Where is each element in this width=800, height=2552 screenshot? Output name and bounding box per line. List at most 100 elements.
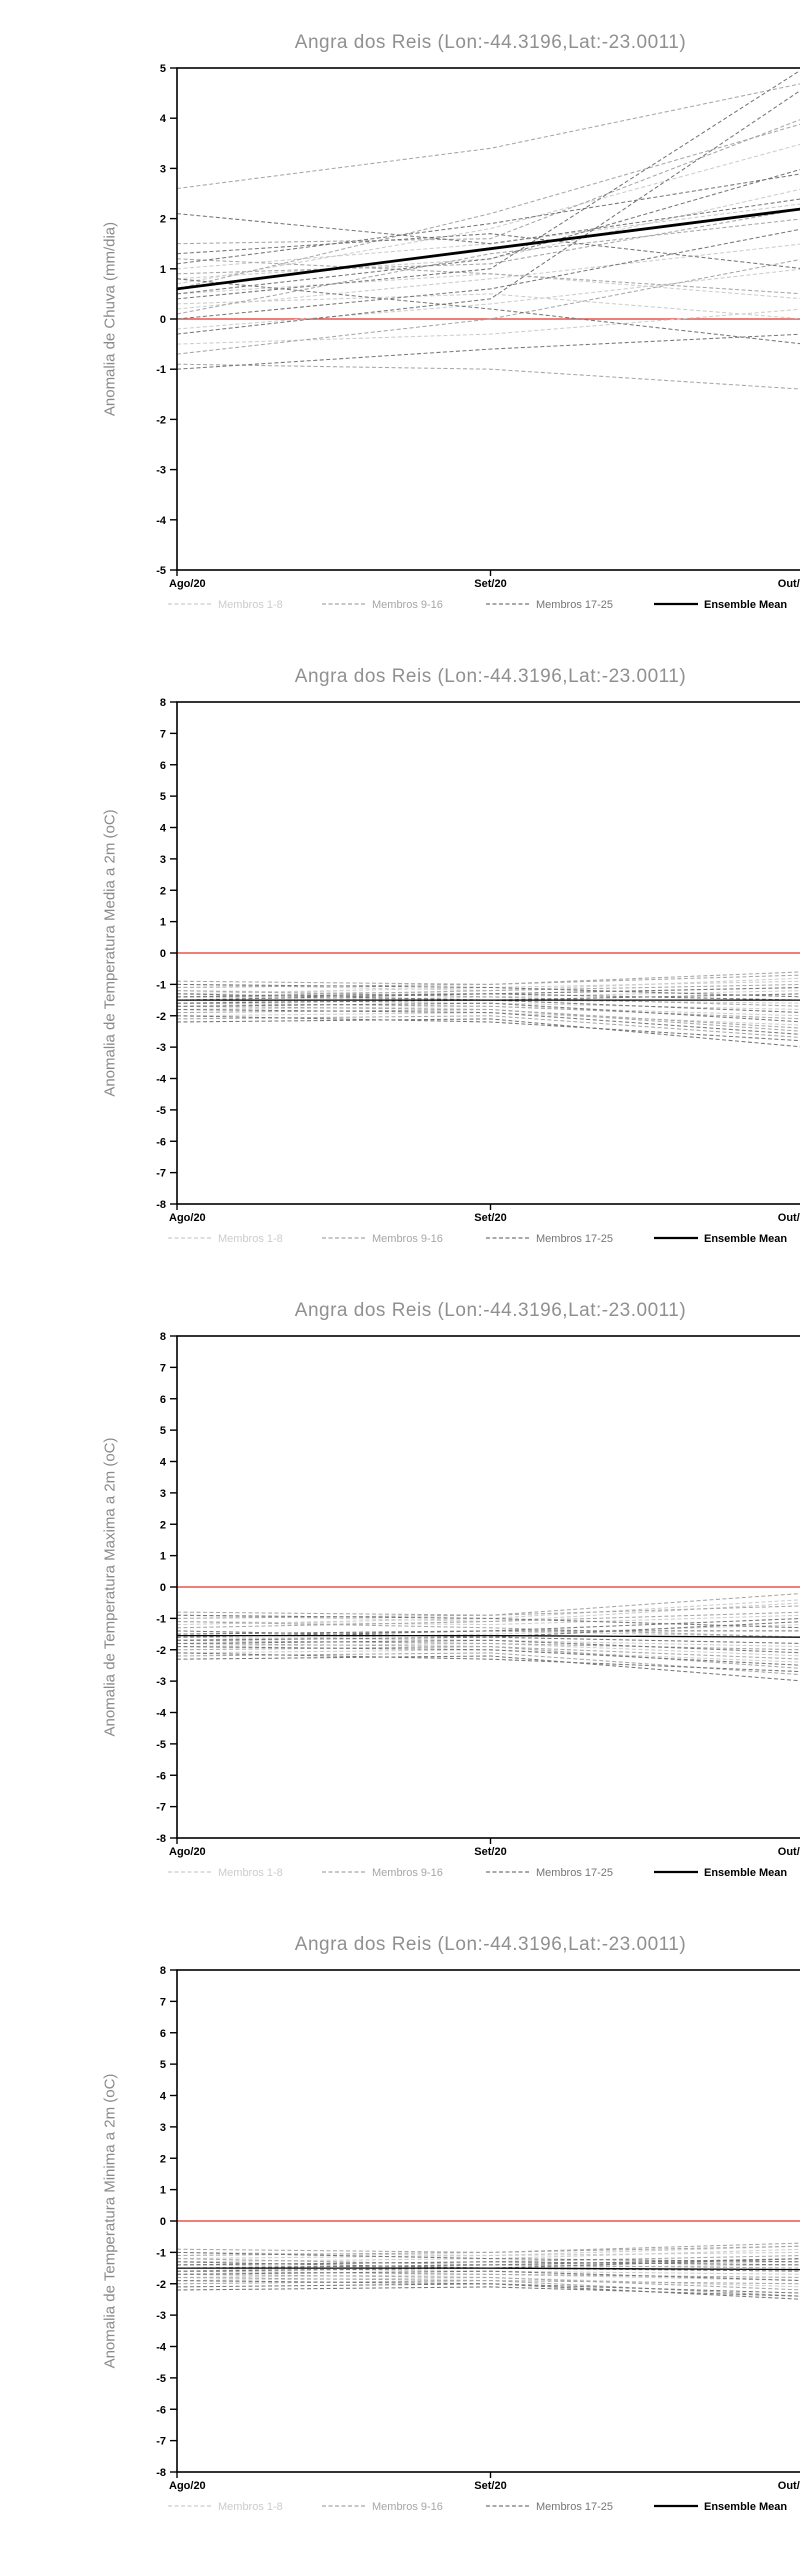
member-line (176, 143, 800, 285)
y-tick-label: 4 (160, 113, 167, 125)
member-line (176, 308, 800, 345)
y-tick-label: 2 (160, 885, 166, 897)
member-line (176, 974, 800, 989)
member-line (176, 1015, 800, 1038)
member-line (176, 1652, 800, 1676)
member-line (176, 198, 800, 245)
y-tick-label: 3 (160, 1488, 166, 1500)
member-line (176, 993, 800, 1001)
member-line (176, 1655, 800, 1682)
member-line (176, 1630, 800, 1635)
y-tick-label: -3 (156, 2310, 166, 2322)
member-line (176, 1002, 800, 1023)
y-tick-label: -7 (156, 2436, 166, 2448)
member-line (176, 1639, 800, 1654)
y-tick-label: -1 (156, 364, 166, 376)
ensemble-mean-line (176, 207, 800, 291)
member-line (176, 228, 800, 320)
member-line (176, 990, 800, 1007)
member-line (176, 218, 800, 315)
legend-label: Membros 1-8 (218, 599, 283, 611)
y-tick-label: -5 (156, 565, 166, 577)
x-tick-label: Ago/20 (169, 1846, 206, 1858)
member-line (176, 173, 800, 265)
member-line (176, 2261, 800, 2266)
x-tick-label: Set/20 (474, 1846, 506, 1858)
member-line (176, 243, 800, 310)
plot-area: -8 -7 -6 -5 -4 -3 -2 -1 0 1 2 3 4 5 6 7 8 Ago/20 Set/20 Out… (156, 1965, 800, 2513)
member-line (176, 1015, 800, 1042)
y-tick-label: -2 (156, 2279, 166, 2291)
y-tick-label: 7 (160, 1996, 166, 2008)
y-tick-label: 0 (160, 2216, 166, 2228)
member-line (176, 1018, 800, 1048)
member-line (176, 333, 800, 370)
member-line (176, 1614, 800, 1629)
member-line (176, 90, 800, 335)
plot-area: -8 -7 -6 -5 -4 -3 -2 -1 0 1 2 3 4 5 6 7 8 Ago/20 Set/20 Out… (156, 697, 800, 1245)
y-tick-label: -3 (156, 1042, 166, 1054)
chart-min-temperature-anomaly: Angra dos Reis (Lon:-44.3196,Lat:-23.001… (40, 1918, 800, 2536)
legend-label: Membros 9-16 (372, 1233, 443, 1245)
chart-rain-anomaly: Angra dos Reis (Lon:-44.3196,Lat:-23.001… (40, 16, 800, 634)
legend-label: Membros 9-16 (372, 2501, 443, 2513)
y-tick-label: -1 (156, 979, 166, 991)
y-tick-label: 1 (160, 264, 166, 276)
member-line (176, 69, 800, 300)
legend-label: Ensemble Mean (704, 599, 787, 611)
y-tick-label: -2 (156, 414, 166, 426)
y-tick-label: -6 (156, 1770, 166, 1782)
member-line (176, 1599, 800, 1626)
legend-label: Membros 17-25 (536, 1233, 613, 1245)
x-tick-label: Set/20 (474, 578, 506, 590)
member-line (176, 2251, 800, 2263)
member-line (176, 2270, 800, 2278)
member-line (176, 233, 800, 269)
member-line (176, 2248, 800, 2263)
y-tick-label: 2 (160, 214, 166, 226)
y-tick-label: 6 (160, 1394, 166, 1406)
member-line (176, 983, 800, 998)
chart-title: Angra dos Reis (Lon:-44.3196,Lat:-23.001… (294, 1934, 687, 1955)
y-tick-label: 4 (160, 1457, 167, 1469)
chart-title: Angra dos Reis (Lon:-44.3196,Lat:-23.001… (294, 32, 687, 53)
x-tick-label: Ago/20 (169, 1212, 206, 1224)
member-line (176, 1008, 800, 1029)
y-tick-label: -4 (156, 515, 167, 527)
y-tick-label: 3 (160, 2122, 166, 2134)
member-line (176, 1611, 800, 1629)
member-line (176, 1646, 800, 1660)
y-tick-label: 3 (160, 854, 166, 866)
y-tick-label: -3 (156, 465, 166, 477)
y-tick-label: 2 (160, 1519, 166, 1531)
y-tick-label: 6 (160, 2028, 166, 2040)
member-line (176, 1008, 800, 1035)
y-tick-label: -2 (156, 1011, 166, 1023)
member-line (176, 983, 800, 998)
member-line (176, 977, 800, 992)
x-tick-label: Out/20 (778, 578, 800, 590)
member-line (176, 2273, 800, 2291)
member-line (176, 2270, 800, 2282)
y-tick-label: 1 (160, 917, 166, 929)
ensemble-mean-line (177, 2267, 800, 2271)
member-line (176, 123, 800, 290)
y-tick-label: 4 (160, 2091, 167, 2103)
member-line (176, 1620, 800, 1638)
x-tick-label: Out/20 (778, 1846, 800, 1858)
member-line (176, 169, 800, 295)
member-line (176, 1646, 800, 1666)
legend-label: Membros 17-25 (536, 599, 613, 611)
x-tick-label: Ago/20 (169, 2480, 206, 2492)
y-tick-label: 5 (160, 1425, 166, 1437)
member-line (176, 268, 800, 330)
y-tick-label: -5 (156, 2373, 166, 2385)
member-line (176, 1652, 800, 1673)
y-tick-label: 5 (160, 2059, 166, 2071)
ensemble-forecast-report: { "page": { "location_title": "Angra dos… (0, 16, 800, 2536)
member-line (176, 980, 800, 995)
x-tick-label: Out/20 (778, 1212, 800, 1224)
chart-title: Angra dos Reis (Lon:-44.3196,Lat:-23.001… (294, 666, 687, 687)
x-tick-label: Set/20 (474, 2480, 506, 2492)
chart-title: Angra dos Reis (Lon:-44.3196,Lat:-23.001… (294, 1300, 687, 1321)
